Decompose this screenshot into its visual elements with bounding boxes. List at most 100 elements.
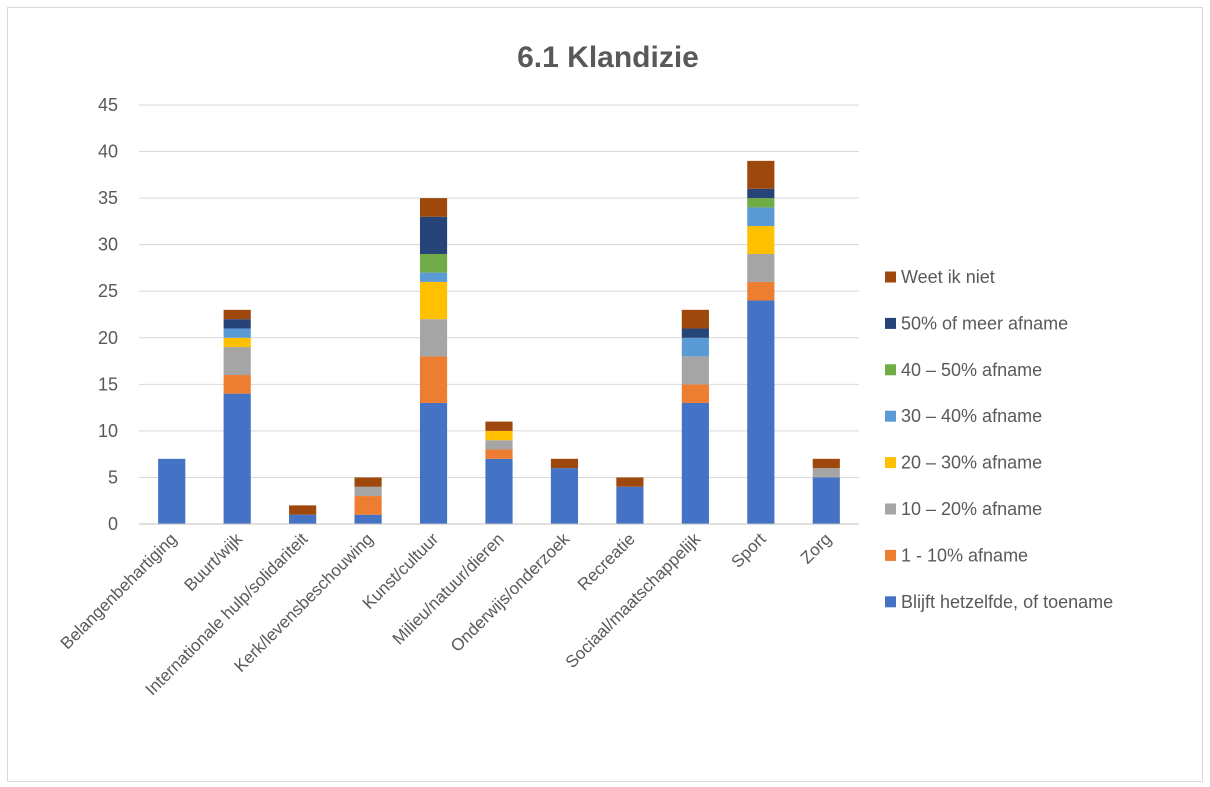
legend-swatch: [885, 596, 896, 608]
bar-sociaal-maatschappelijk-50-of-meer-afname: [681, 328, 709, 338]
y-tick-label: 35: [98, 188, 118, 208]
bar-kunst-cultuur-10-20-afname: [419, 319, 448, 357]
legend-item-blijft-hetzelfde-of-toename: Blijft hetzelfde, of toename: [885, 592, 1113, 612]
bar-sociaal-maatschappelijk-30-40-afname: [681, 337, 709, 357]
bar-buurt-wijk-blijft-hetzelfde-of-toename: [223, 393, 251, 524]
y-tick-label: 15: [98, 374, 118, 394]
x-axis-categories: Belangenbehartiging Buurt/wijkInternation…: [57, 529, 835, 699]
legend: Weet ik niet 50% of meer afname 40 – 50% a…: [885, 267, 1113, 612]
y-tick-label: 25: [98, 281, 118, 301]
bar-buurt-wijk-1-10-afname: [223, 375, 251, 394]
gridlines: [139, 104, 859, 478]
bar-kunst-cultuur-50-of-meer-afname: [419, 216, 448, 254]
chart-svg: 6.1 Klandizie 0 5 10 15 20 25 30 35 40 45 Belange…: [57, 41, 1113, 699]
legend-item-50-of-meer-afname: 50% of meer afname: [885, 313, 1068, 333]
legend-swatch: [885, 271, 896, 283]
bar-internationale-hulp-solidariteit-blijft-hetzelfde-of-toename: [289, 514, 317, 524]
legend-item-10-20-afname: 10 – 20% afname: [885, 499, 1042, 519]
bar-zorg-weet-ik-niet: [812, 458, 840, 469]
bar-milieu-natuur-dieren-10-20-afname: [485, 440, 513, 450]
bar-kunst-cultuur-30-40-afname: [419, 272, 448, 282]
y-tick-label: 40: [98, 142, 118, 162]
bar-stacks: [158, 160, 840, 524]
bar-sociaal-maatschappelijk-blijft-hetzelfde-of-toename: [681, 402, 709, 524]
bar-sport-1-10-afname: [747, 281, 775, 301]
x-tick-label: Onderwijs/onderzoek: [447, 529, 574, 656]
legend-item-20-30-afname: 20 – 30% afname: [885, 453, 1042, 473]
bar-stack-buurt-wijk: [223, 309, 251, 524]
bar-sociaal-maatschappelijk-weet-ik-niet: [681, 309, 709, 329]
legend-swatch: [885, 457, 896, 469]
bar-milieu-natuur-dieren-blijft-hetzelfde-of-toename: [485, 458, 513, 524]
bar-sport-blijft-hetzelfde-of-toename: [747, 300, 775, 524]
bar-sport-10-20-afname: [747, 253, 775, 282]
bar-stack-recreatie: [616, 477, 644, 524]
chart-frame: 6.1 Klandizie 0 5 10 15 20 25 30 35 40 45 Belange…: [7, 7, 1203, 782]
bar-milieu-natuur-dieren-20-30-afname: [485, 430, 513, 441]
bar-milieu-natuur-dieren-1-10-afname: [485, 449, 513, 459]
legend-label: 1 - 10% afname: [901, 545, 1028, 565]
x-tick-label: Sociaal/maatschappelijk: [562, 529, 705, 672]
legend-label: 30 – 40% afname: [901, 406, 1042, 426]
bar-stack-milieu-natuur-dieren: [485, 421, 513, 524]
legend-label: Blijft hetzelfde, of toename: [901, 592, 1113, 612]
x-tick-label: Buurt/wijk: [180, 529, 246, 595]
bar-buurt-wijk-50-of-meer-afname: [223, 319, 251, 329]
bar-buurt-wijk-20-30-afname: [223, 337, 251, 348]
legend-swatch: [885, 410, 896, 422]
bar-sport-40-50-afname: [747, 198, 775, 208]
legend-item-40-50-afname: 40 – 50% afname: [885, 360, 1042, 380]
bar-sport-20-30-afname: [747, 226, 775, 254]
bar-milieu-natuur-dieren-weet-ik-niet: [485, 421, 513, 431]
bar-recreatie-blijft-hetzelfde-of-toename: [616, 486, 644, 524]
x-tick-label: Zorg: [797, 529, 835, 567]
legend-label: Weet ik niet: [901, 267, 995, 287]
bar-kunst-cultuur-20-30-afname: [419, 281, 448, 320]
bar-buurt-wijk-weet-ik-niet: [223, 309, 251, 320]
bar-belangenbehartiging-blijft-hetzelfde-of-toename: [158, 458, 186, 524]
bar-onderwijs-onderzoek-blijft-hetzelfde-of-toename: [550, 468, 579, 524]
legend-label: 40 – 50% afname: [901, 360, 1042, 380]
legend-item-weet-ik-niet: Weet ik niet: [885, 267, 995, 287]
bar-stack-zorg: [812, 458, 840, 524]
x-tick-label: Milieu/natuur/dieren: [389, 529, 508, 648]
bar-stack-sociaal-maatschappelijk: [681, 309, 709, 524]
bar-buurt-wijk-30-40-afname: [223, 328, 251, 338]
bar-kerk-levensbeschouwing-blijft-hetzelfde-of-toename: [354, 514, 382, 524]
bar-sport-50-of-meer-afname: [747, 188, 775, 199]
bar-kerk-levensbeschouwing-10-20-afname: [354, 486, 382, 497]
bar-recreatie-weet-ik-niet: [616, 477, 644, 487]
bar-kunst-cultuur-blijft-hetzelfde-of-toename: [419, 402, 448, 524]
x-tick-label: Kerk/levensbeschouwing: [231, 529, 377, 675]
bar-sport-weet-ik-niet: [747, 160, 775, 189]
bar-stack-internationale-hulp-solidariteit: [289, 505, 317, 524]
bar-internationale-hulp-solidariteit-weet-ik-niet: [289, 505, 317, 515]
y-tick-label: 5: [108, 467, 118, 487]
bar-stack-sport: [747, 160, 775, 524]
bar-zorg-blijft-hetzelfde-of-toename: [812, 477, 840, 524]
bar-sociaal-maatschappelijk-1-10-afname: [681, 384, 709, 403]
legend-label: 10 – 20% afname: [901, 499, 1042, 519]
legend-item-30-40-afname: 30 – 40% afname: [885, 406, 1042, 426]
bar-kunst-cultuur-1-10-afname: [419, 356, 448, 403]
x-tick-label: Belangenbehartiging: [57, 529, 181, 653]
bar-zorg-10-20-afname: [812, 468, 840, 478]
legend-label: 50% of meer afname: [901, 313, 1068, 333]
legend-label: 20 – 30% afname: [901, 453, 1042, 473]
bar-buurt-wijk-10-20-afname: [223, 347, 251, 376]
bar-kunst-cultuur-40-50-afname: [419, 253, 448, 273]
y-tick-label: 10: [98, 421, 118, 441]
bar-kunst-cultuur-weet-ik-niet: [419, 198, 448, 217]
y-tick-label: 45: [98, 95, 118, 115]
bar-stack-belangenbehartiging: [158, 458, 186, 524]
bar-kerk-levensbeschouwing-weet-ik-niet: [354, 477, 382, 487]
y-tick-label: 20: [98, 328, 118, 348]
bar-onderwijs-onderzoek-weet-ik-niet: [550, 458, 579, 469]
x-tick-label: Sport: [727, 529, 769, 571]
bar-stack-kerk-levensbeschouwing: [354, 477, 382, 524]
y-axis-ticks: 0 5 10 15 20 25 30 35 40 45: [98, 95, 118, 534]
x-tick-label: Recreatie: [574, 529, 639, 594]
legend-swatch: [885, 549, 896, 561]
bar-sociaal-maatschappelijk-10-20-afname: [681, 356, 709, 385]
legend-swatch: [885, 364, 896, 376]
